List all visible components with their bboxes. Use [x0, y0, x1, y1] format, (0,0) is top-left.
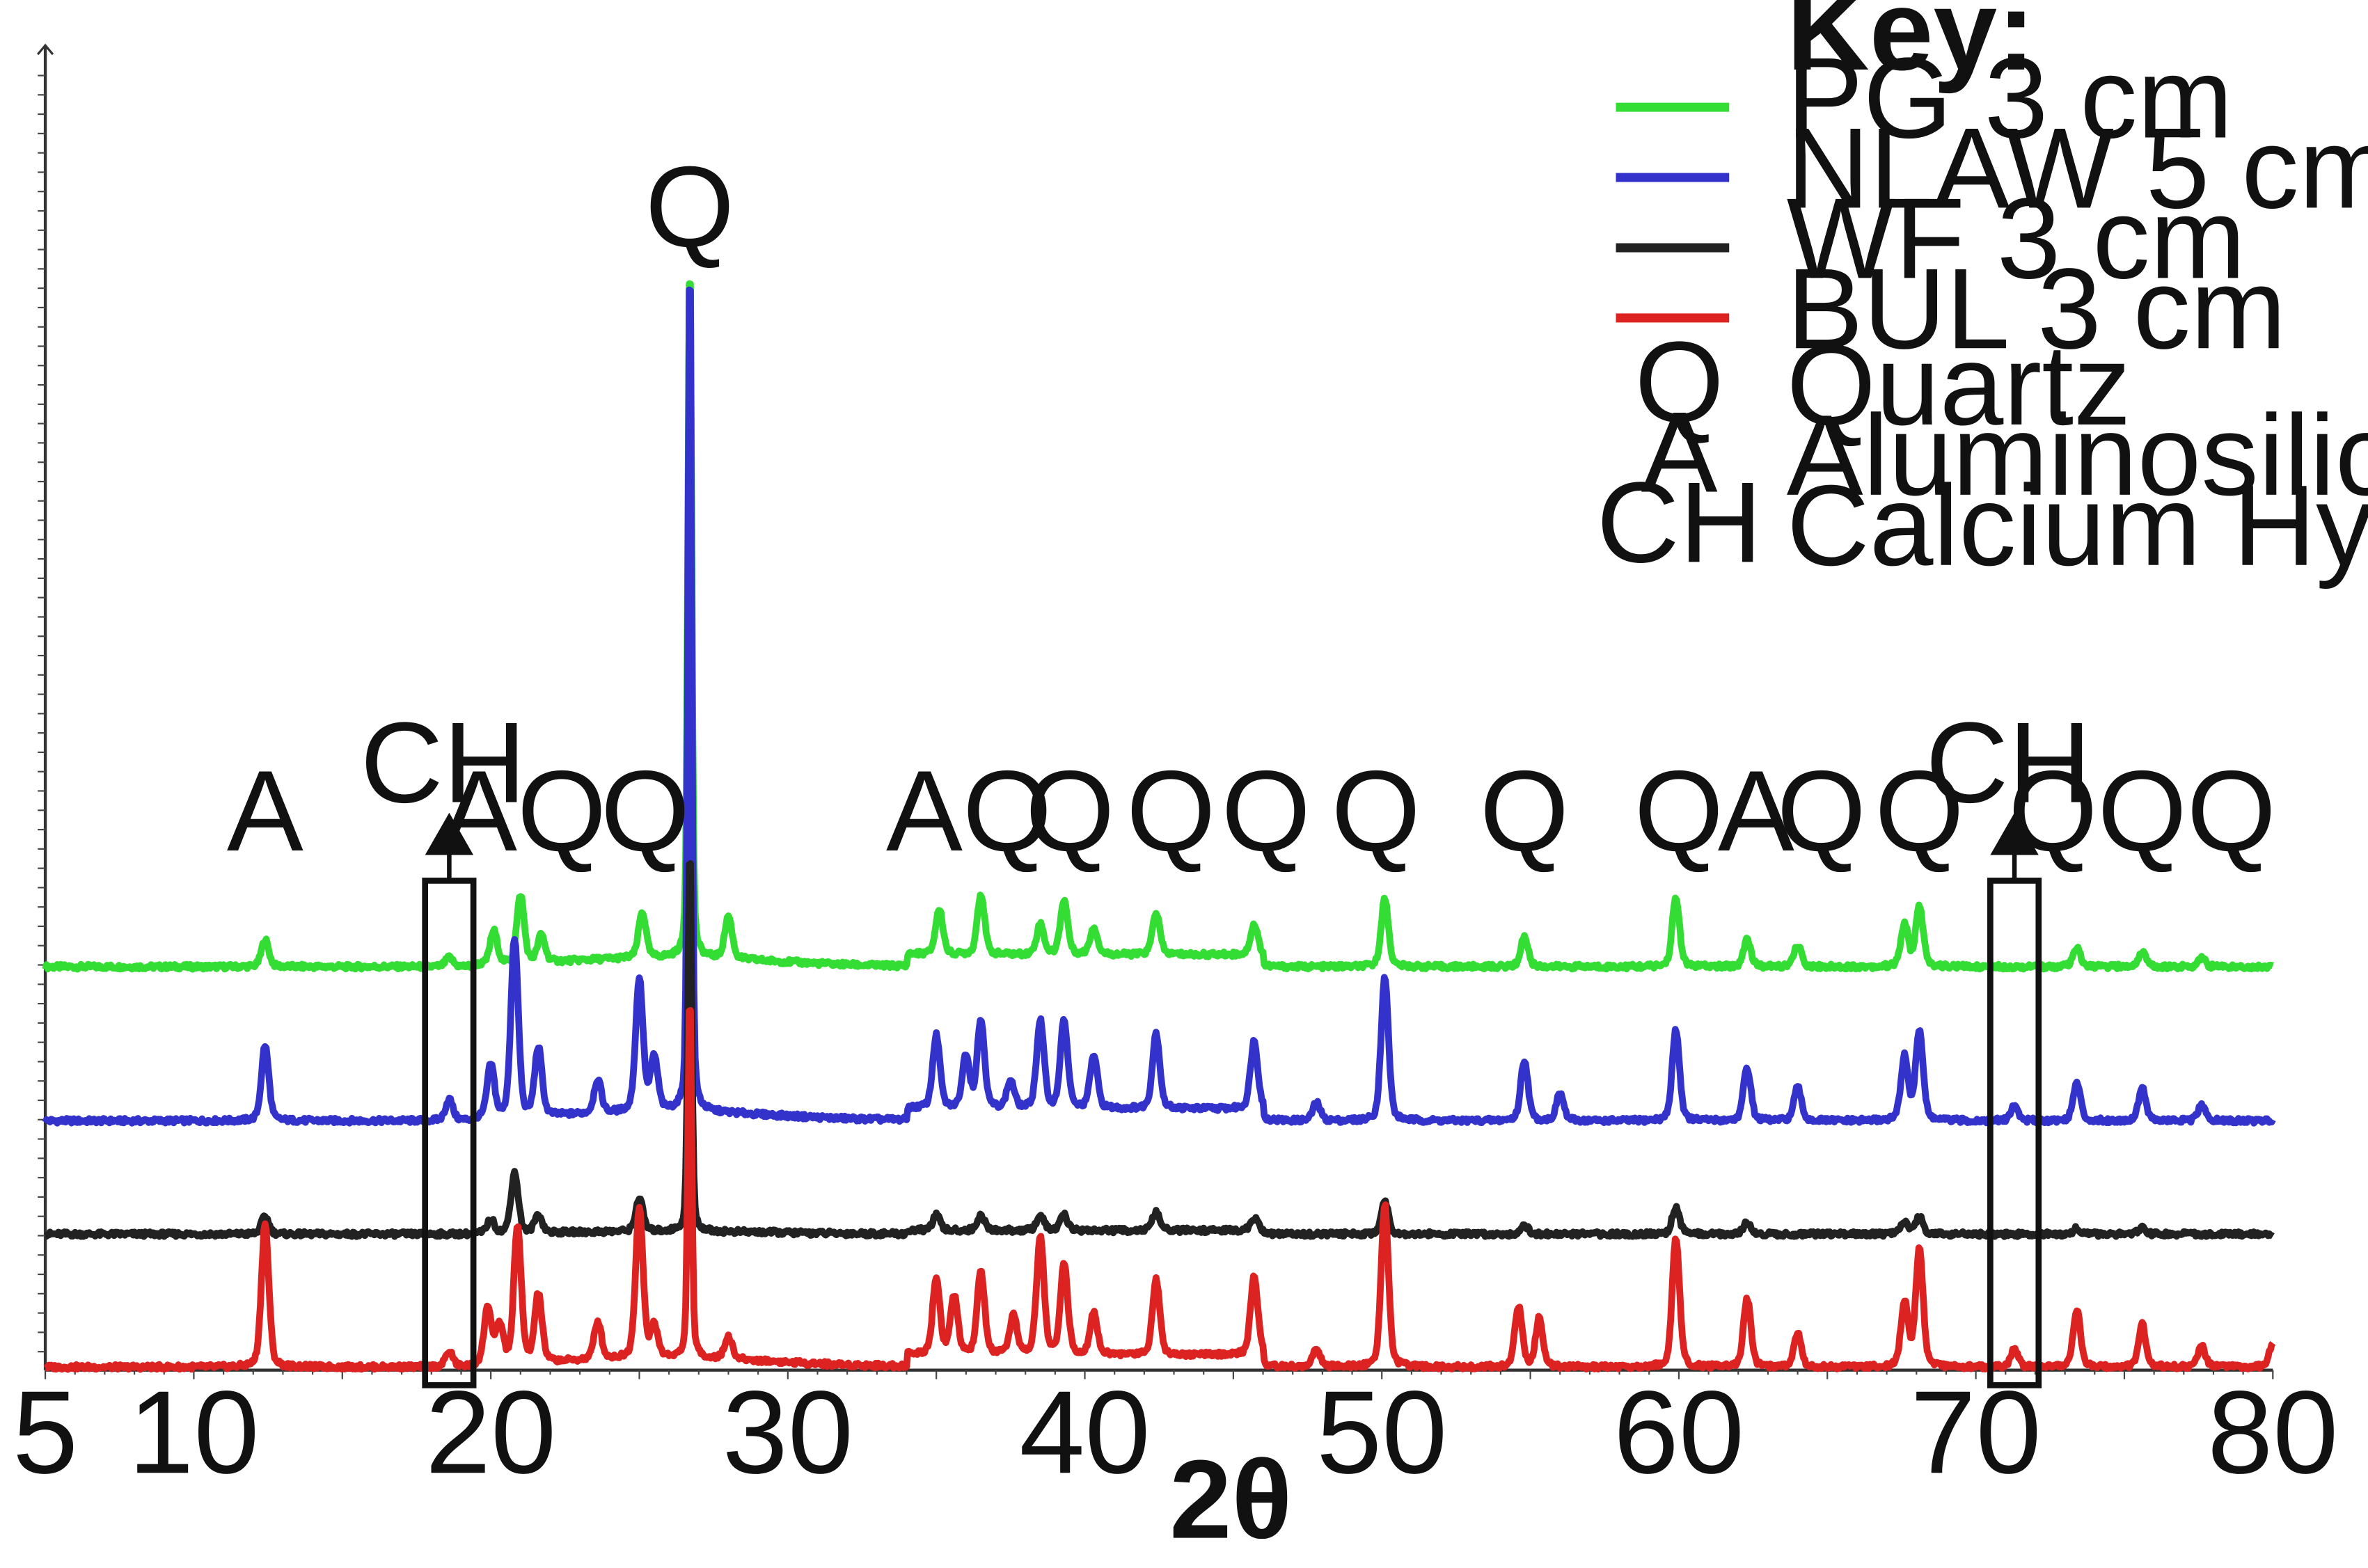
- ch-markers: CH CH: [361, 699, 2091, 1388]
- key-series-label: BUL 3 cm: [1787, 244, 2287, 372]
- x-tick-label: 30: [723, 1366, 853, 1498]
- peak-label: QQQ: [2008, 747, 2276, 875]
- x-axis-title: 2θ: [1169, 1438, 1292, 1562]
- peak-label: Q: [645, 143, 734, 271]
- x-tick-label: 5: [13, 1366, 78, 1498]
- ch-label: CH: [1925, 699, 2091, 827]
- x-tick-label: 40: [1019, 1366, 1150, 1498]
- peak-label: A: [227, 747, 303, 875]
- peak-label: Q: [601, 747, 690, 875]
- key-series-label: PG 3 cm: [1787, 33, 2233, 161]
- series-line: [42, 860, 2275, 1240]
- key-symbol: Q: [1635, 318, 1724, 446]
- x-tick-label: 80: [2207, 1366, 2338, 1498]
- x-tick-label: 20: [425, 1366, 556, 1498]
- peak-label: Q: [1634, 747, 1723, 875]
- peak-label: Q: [1126, 747, 1215, 875]
- peak-label: Q: [1222, 747, 1311, 875]
- ch-arrow-head: [425, 812, 474, 855]
- key-symbol-label: Calcium Hydroxide: [1787, 461, 2368, 589]
- key-symbol: A: [1641, 388, 1718, 516]
- peak-label: Q: [1025, 747, 1114, 875]
- traces: [42, 280, 2276, 1373]
- x-tick-label: 60: [1613, 1366, 1744, 1498]
- key-symbol-label: Aluminosilicate (Clay): [1787, 391, 2368, 519]
- peak-label: Q: [1777, 747, 1866, 875]
- x-tick-label: 50: [1316, 1366, 1447, 1498]
- ch-arrow-head: [1990, 812, 2039, 855]
- peak-label: A: [1718, 747, 1794, 875]
- y-axis-arrow: [36, 43, 54, 56]
- series-line: [42, 280, 2275, 973]
- series-line: [42, 1006, 2276, 1373]
- peak-label: AQ: [441, 747, 606, 875]
- peak-label: Q: [1332, 747, 1421, 875]
- ch-box: [1987, 878, 2042, 1388]
- key-title: Key:: [1787, 0, 2035, 94]
- key-series-label: NLAW 5 cm: [1787, 104, 2368, 232]
- series-line: [42, 286, 2276, 1127]
- key-series-label: WF 3 cm: [1787, 174, 2245, 302]
- ch-label: CH: [361, 699, 526, 827]
- x-tick-label: 10: [128, 1366, 259, 1498]
- peak-label: Q: [1874, 747, 1964, 875]
- key-symbol-label: Quartz: [1787, 321, 2131, 449]
- peak-label: Q: [1480, 747, 1569, 875]
- key-symbol: CH: [1597, 458, 1762, 586]
- peak-label: AQ: [886, 747, 1052, 875]
- x-tick-label: 70: [1911, 1366, 2042, 1498]
- x-tick-labels: 5 10 20 30 40 50 60 70 80: [13, 1366, 2338, 1498]
- y-minor-ticks: [36, 43, 54, 1353]
